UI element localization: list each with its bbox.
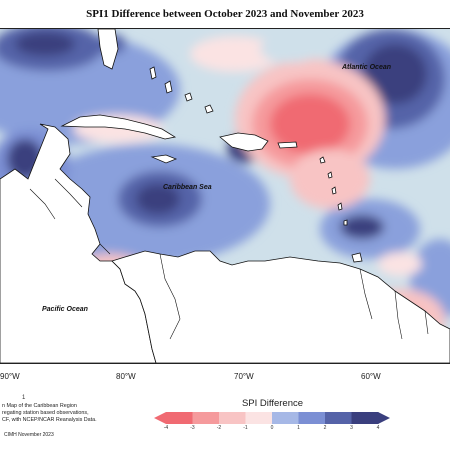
map-frame <box>0 28 450 364</box>
legend-tick-label: 2 <box>323 425 327 431</box>
footnote: n Map of the Caribbean Region regating s… <box>2 403 152 424</box>
legend-tick-label: -4 <box>163 425 169 431</box>
colorbar-arrow-left <box>154 412 166 424</box>
footnote-line-3: CF, with NCEP/NCAR Reanalysis Data. <box>2 417 97 423</box>
lon-label-80w: 80°W <box>116 372 136 381</box>
field-pink-venezuela <box>378 252 422 276</box>
legend-tick-label: -3 <box>190 425 195 431</box>
lon-label-90w: 90°W <box>0 372 20 381</box>
border-colombia-venezuela <box>159 253 181 340</box>
colorbar-segment <box>298 412 326 424</box>
colorbar-segment <box>351 412 379 424</box>
land-puerto-rico <box>277 141 298 149</box>
legend-tick-label: 4 <box>376 425 380 431</box>
footnote-line-2: regating station based observations, <box>2 410 89 416</box>
land-south-america <box>111 250 450 363</box>
border-venezuela-guyana <box>359 268 373 320</box>
field-red-atlantic-core <box>270 94 350 154</box>
colorbar-segment <box>272 412 299 424</box>
colorbar-segment <box>192 412 220 424</box>
label-atlantic-ocean: Atlantic Ocean <box>342 64 392 71</box>
land-bahamas <box>149 66 214 114</box>
border-central-america <box>54 178 83 208</box>
lon-label-70w: 70°W <box>234 372 254 381</box>
field-core-caribbean-dark <box>136 184 180 214</box>
colorbar-segment <box>325 412 352 424</box>
small-mark: 1 <box>22 395 26 401</box>
legend-colorbar <box>154 412 390 424</box>
field-pink-bahamas <box>190 36 280 72</box>
colorbar-segment <box>219 412 246 424</box>
colorbar-arrow-right <box>378 412 390 424</box>
legend-tick-label: 0 <box>270 425 274 431</box>
land-masses <box>0 29 450 363</box>
credit-text: CIMH November 2023 <box>4 432 54 438</box>
colorbar-segment <box>245 412 273 424</box>
land-trinidad <box>351 252 363 263</box>
map-title: SPI1 Difference between October 2023 and… <box>86 8 364 20</box>
label-pacific-ocean: Pacific Ocean <box>42 306 88 313</box>
land-hispaniola <box>219 132 269 152</box>
colorbar-segment <box>166 412 193 424</box>
land-florida <box>97 29 119 70</box>
legend-tick-label: 3 <box>350 425 353 431</box>
field-pale-north <box>260 35 320 63</box>
field-core-trinidad <box>340 215 384 239</box>
label-caribbean-sea: Caribbean Sea <box>163 184 212 191</box>
legend-tick-label: 1 <box>297 425 300 431</box>
legend-tick-label: -2 <box>216 425 222 431</box>
legend-tick-label: -1 <box>243 425 248 431</box>
land-lesser-antilles <box>319 156 348 226</box>
map-canvas <box>0 29 450 363</box>
field-red-antilles <box>290 149 370 209</box>
lon-label-60w: 60°W <box>361 372 381 381</box>
border-guyana-suriname <box>394 290 403 340</box>
land-jamaica <box>150 154 178 164</box>
country-borders <box>29 178 429 340</box>
border-panama <box>99 243 111 255</box>
border-suriname-guiana <box>424 310 429 335</box>
legend-title: SPI Difference <box>241 398 304 409</box>
land-cuba <box>60 114 177 140</box>
field-core-northwest-dark <box>15 32 75 56</box>
border-guatemala <box>29 188 56 220</box>
field-core-northeast-dark <box>363 44 427 104</box>
footnote-line-1: n Map of the Caribbean Region <box>2 403 77 409</box>
